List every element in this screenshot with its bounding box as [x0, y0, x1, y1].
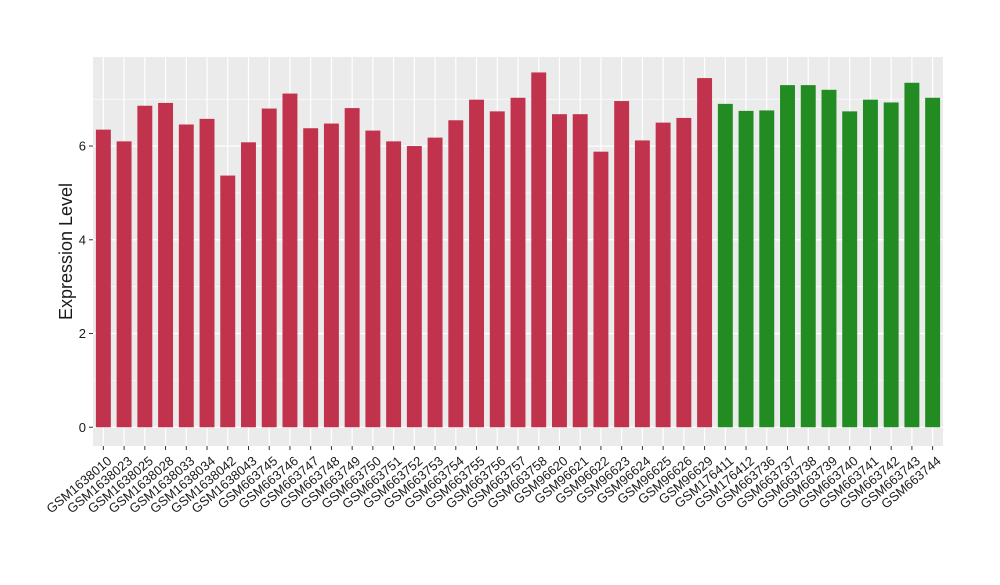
bar	[593, 151, 609, 428]
y-tick-label: 4	[79, 232, 86, 247]
bar	[883, 102, 899, 428]
bar	[634, 140, 650, 428]
bar	[344, 108, 360, 428]
bar	[469, 99, 484, 428]
bar	[572, 114, 588, 428]
bar	[904, 82, 920, 428]
bar	[158, 102, 174, 428]
y-axis-label: Expression Level	[56, 183, 76, 320]
bar	[137, 105, 153, 428]
bars	[95, 72, 941, 428]
bar	[925, 97, 941, 428]
bar	[116, 141, 132, 428]
bar	[386, 141, 402, 428]
bar	[406, 146, 422, 428]
bar	[241, 142, 256, 428]
y-tick-label: 0	[79, 420, 86, 435]
bar	[552, 114, 567, 428]
bar	[220, 175, 236, 428]
bar	[178, 124, 194, 428]
bar	[842, 111, 858, 428]
bar	[282, 93, 298, 428]
bar	[655, 122, 671, 428]
bar	[365, 130, 381, 428]
bar	[717, 103, 733, 428]
bar	[800, 85, 816, 428]
y-axis-ticks: 0 2 4 6	[79, 139, 93, 435]
bar	[821, 89, 837, 428]
y-tick-label: 2	[79, 326, 86, 341]
bar	[614, 101, 630, 428]
bar	[489, 111, 505, 428]
bar	[738, 110, 754, 428]
bar	[199, 118, 215, 428]
bar	[531, 72, 547, 428]
bar	[862, 99, 878, 428]
bar	[427, 137, 443, 428]
bar	[95, 129, 111, 428]
bar	[323, 123, 339, 428]
bar	[510, 97, 526, 428]
bar	[448, 120, 464, 428]
bar	[676, 117, 692, 428]
bar	[303, 128, 319, 428]
bar	[697, 78, 713, 428]
bar	[759, 110, 775, 428]
x-axis-ticks: GSM1638010GSM1638023GSM1638025GSM1638028…	[43, 446, 944, 516]
y-tick-label: 6	[79, 139, 86, 154]
bar	[261, 108, 277, 428]
bar	[780, 85, 795, 428]
